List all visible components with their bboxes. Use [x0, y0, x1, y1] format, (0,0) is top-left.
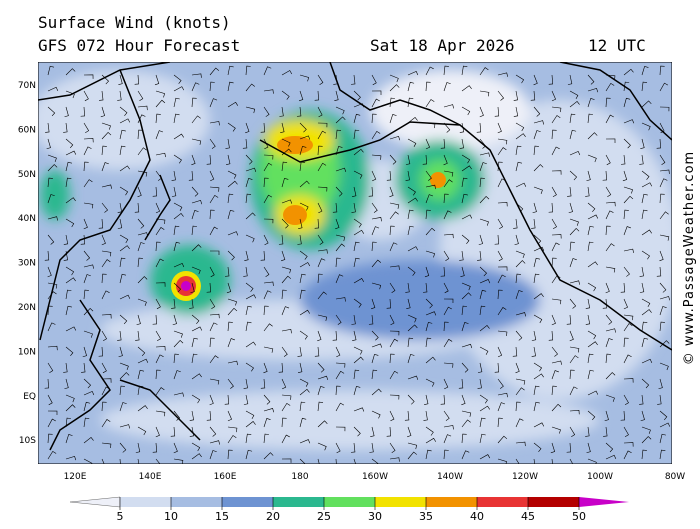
- time: 12 UTC: [588, 36, 646, 55]
- lon-label: 100W: [587, 472, 613, 482]
- colorbar-label: 25: [317, 510, 331, 523]
- colorbar-label: 15: [215, 510, 229, 523]
- subtitle: GFS 072 Hour Forecast: [38, 36, 240, 55]
- lat-label: EQ: [23, 392, 36, 402]
- colorbar-label: 35: [419, 510, 433, 523]
- lat-label: 10S: [19, 436, 36, 446]
- colorbar-segment: [375, 497, 426, 507]
- colorbar-segment: [528, 497, 579, 507]
- lat-label: 50N: [18, 170, 36, 180]
- lat-label: 30N: [18, 259, 36, 269]
- colorbar-label: 50: [572, 510, 586, 523]
- colorbar-label: 40: [470, 510, 484, 523]
- lon-label: 180: [291, 472, 308, 482]
- colorbar-segment: [477, 497, 528, 507]
- colorbar-label: 10: [164, 510, 178, 523]
- lat-label: 40N: [18, 214, 36, 224]
- lon-label: 120W: [512, 472, 538, 482]
- lon-label: 160W: [362, 472, 388, 482]
- watermark: © www.PassageWeather.com: [682, 151, 697, 365]
- lon-label: 80W: [665, 472, 685, 482]
- colorbar-segment: [222, 497, 273, 507]
- colorbar-label: 45: [521, 510, 535, 523]
- lat-label: 20N: [18, 303, 36, 313]
- lon-label: 160E: [214, 472, 237, 482]
- map: [38, 62, 672, 464]
- colorbar-segment: [171, 497, 222, 507]
- colorbar-segment: [273, 497, 324, 507]
- lat-label: 70N: [18, 81, 36, 91]
- lon-label: 120E: [64, 472, 87, 482]
- lon-label: 140E: [139, 472, 162, 482]
- colorbar-label: 20: [266, 510, 280, 523]
- colorbar-label: 5: [117, 510, 124, 523]
- lat-label: 10N: [18, 347, 36, 357]
- colorbar-arrow: [69, 496, 121, 508]
- colorbar-arrow: [579, 497, 629, 507]
- colorbar-label: 30: [368, 510, 382, 523]
- colorbar-segment: [324, 497, 375, 507]
- colorbar-segment: [120, 497, 171, 507]
- lon-label: 140W: [437, 472, 463, 482]
- date: Sat 18 Apr 2026: [370, 36, 515, 55]
- colorbar-segment: [426, 497, 477, 507]
- title: Surface Wind (knots): [38, 13, 231, 32]
- lat-label: 60N: [18, 125, 36, 135]
